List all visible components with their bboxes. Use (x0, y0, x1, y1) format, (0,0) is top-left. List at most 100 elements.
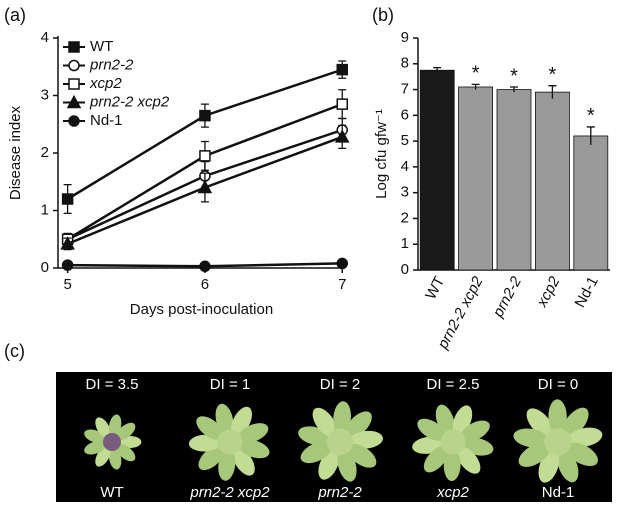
leaf (460, 420, 490, 442)
disease-index-label: DI = 3.5 (86, 376, 139, 393)
legend-label: WT (90, 38, 113, 55)
leaf (513, 428, 549, 448)
y-tick-label: 4 (41, 29, 49, 46)
significance-mark: * (510, 65, 518, 87)
panel-label: (b) (372, 5, 394, 25)
x-tick-label: 5 (63, 276, 71, 293)
leaf (198, 445, 225, 471)
leaf (567, 427, 603, 447)
data-point (336, 98, 349, 110)
legend-label: prn2-2 (89, 56, 134, 73)
y-tick-label: 0 (41, 259, 49, 276)
y-tick-label: 9 (401, 29, 409, 46)
y-tick-label: 3 (401, 184, 409, 201)
leaf (196, 416, 224, 440)
y-tick-label: 6 (401, 106, 409, 123)
leaf (84, 440, 106, 455)
legend-label: Nd-1 (90, 112, 123, 129)
leaf (108, 446, 122, 470)
genotype-label: WT (100, 484, 123, 501)
y-tick-label: 7 (401, 81, 409, 98)
rosette-center (544, 428, 572, 456)
x-tick-label: xcp2 (533, 273, 564, 310)
leaf (349, 430, 383, 449)
data-point (61, 193, 74, 205)
leaf (95, 445, 111, 467)
rosette-center (217, 429, 243, 455)
leaf (566, 442, 599, 467)
leaf (300, 441, 332, 464)
leaf (423, 446, 449, 473)
leaf (562, 407, 589, 438)
error-bar (471, 83, 480, 90)
error-bar (433, 66, 442, 73)
rosette-center (440, 429, 466, 455)
data-point (61, 259, 74, 271)
leaf (435, 404, 455, 436)
leaf (337, 449, 357, 482)
y-tick-label: 2 (41, 144, 49, 161)
bar (496, 89, 532, 271)
legend-marker (68, 78, 80, 90)
error-bar (586, 126, 595, 145)
panel-label: (c) (4, 341, 25, 361)
leaf (215, 403, 234, 436)
panel-label: (a) (4, 5, 26, 25)
leaf (548, 399, 567, 435)
leaf (312, 407, 337, 437)
rosette-center (103, 433, 121, 451)
y-axis-label: Disease index (7, 105, 24, 200)
y-tick-label: 4 (401, 158, 409, 175)
data-point (336, 257, 349, 270)
leaf (116, 443, 136, 462)
genotype-label: Nd-1 (542, 484, 575, 501)
disease-index-label: DI = 2 (320, 376, 360, 393)
leaf (345, 411, 372, 439)
data-point (199, 260, 211, 273)
leaf (518, 443, 551, 467)
genotype-label: prn2-2 (317, 484, 362, 501)
y-tick-label: 1 (401, 235, 409, 252)
disease-index-label: DI = 0 (538, 376, 578, 393)
bar (458, 86, 494, 271)
significance-mark: * (472, 63, 480, 85)
leaf (526, 408, 554, 438)
error-bar (510, 86, 518, 93)
leaf (238, 423, 269, 443)
rosette-center (326, 428, 354, 456)
disease-index-label: DI = 2.5 (427, 376, 480, 393)
leaf (557, 448, 579, 483)
leaf (443, 449, 461, 482)
data-point (199, 109, 211, 122)
bar (535, 91, 570, 271)
genotype-label: xcp2 (436, 484, 469, 501)
error-bar (548, 85, 557, 99)
legend-marker (68, 115, 80, 127)
leaf (95, 417, 111, 439)
x-tick-label: Nd-1 (572, 274, 602, 311)
data-point (199, 150, 211, 162)
legend-marker (66, 94, 82, 109)
y-tick-label: 8 (401, 55, 409, 72)
data-point (60, 236, 75, 250)
y-tick-label: 3 (41, 86, 49, 103)
leaf (333, 401, 351, 435)
y-axis-label: Log cfu gfw⁻¹ (373, 109, 390, 199)
y-tick-label: 2 (401, 209, 409, 226)
leaf (456, 446, 481, 474)
disease-index-label: DI = 1 (210, 376, 250, 393)
legend-label: prn2-2 xcp2 (89, 93, 170, 110)
y-tick-label: 5 (401, 132, 409, 149)
bar (419, 69, 455, 271)
legend-label: xcp2 (89, 75, 122, 92)
x-tick-label: 7 (338, 276, 346, 293)
x-tick-label: prn2-2 (489, 273, 525, 321)
y-tick-label: 0 (401, 261, 409, 278)
genotype-label: prn2-2 xcp2 (189, 484, 270, 501)
leaf (347, 443, 377, 468)
x-tick-label: WT (422, 274, 448, 303)
legend-marker (68, 41, 80, 53)
y-tick-label: 1 (41, 201, 49, 218)
data-point (197, 179, 213, 194)
